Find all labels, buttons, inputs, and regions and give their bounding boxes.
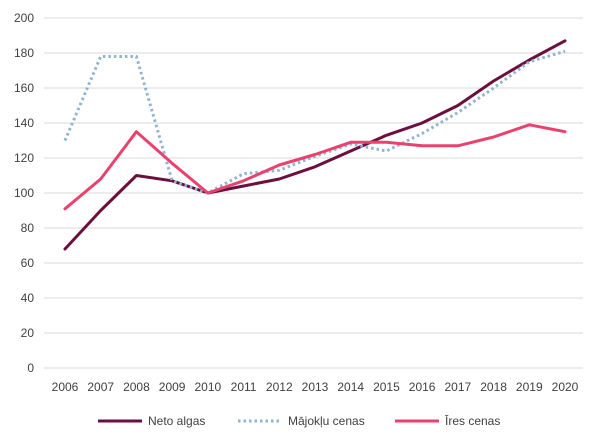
y-tick-label: 80	[21, 221, 35, 235]
y-tick-label: 60	[21, 256, 35, 270]
series-line-2	[63, 49, 566, 195]
y-tick-label: 120	[14, 151, 34, 165]
y-tick-label: 200	[14, 11, 34, 25]
legend-label: Neto algas	[148, 414, 205, 428]
series-line-3	[63, 123, 567, 211]
y-tick-label: 100	[14, 186, 34, 200]
x-tick-label: 2015	[373, 380, 400, 394]
x-tick-label: 2009	[159, 380, 186, 394]
x-axis-ticks: 2006 2007 2008 2009 2010 2011 2012 2013 2014 2015…	[52, 380, 579, 394]
x-tick-label: 2020	[552, 380, 579, 394]
legend: Neto algas Mājokļu cenas Īres cenas	[98, 414, 500, 428]
x-tick-label: 2016	[409, 380, 436, 394]
y-tick-label: 40	[21, 291, 35, 305]
x-tick-label: 2018	[480, 380, 507, 394]
x-tick-label: 2008	[123, 380, 150, 394]
x-tick-label: 2011	[231, 380, 257, 394]
x-tick-label: 2017	[445, 380, 472, 394]
y-tick-label: 0	[27, 361, 34, 375]
series-lines	[63, 39, 567, 251]
legend-label: Mājokļu cenas	[288, 414, 365, 428]
x-tick-label: 2006	[52, 380, 79, 394]
y-tick-label: 140	[14, 116, 34, 130]
y-tick-label: 160	[14, 81, 34, 95]
x-tick-label: 2014	[337, 380, 364, 394]
x-tick-label: 2012	[266, 380, 293, 394]
legend-label: Īres cenas	[445, 414, 500, 428]
x-tick-label: 2013	[302, 380, 329, 394]
gridlines	[44, 17, 583, 369]
x-tick-label: 2007	[87, 380, 114, 394]
series-line-1	[63, 39, 567, 251]
y-axis-ticks: 0 20 40 60 80 100 120 140 160 180 200	[14, 11, 34, 375]
x-tick-label: 2019	[516, 380, 543, 394]
y-tick-label: 20	[21, 326, 35, 340]
x-tick-label: 2010	[195, 380, 222, 394]
y-tick-label: 180	[14, 46, 34, 60]
